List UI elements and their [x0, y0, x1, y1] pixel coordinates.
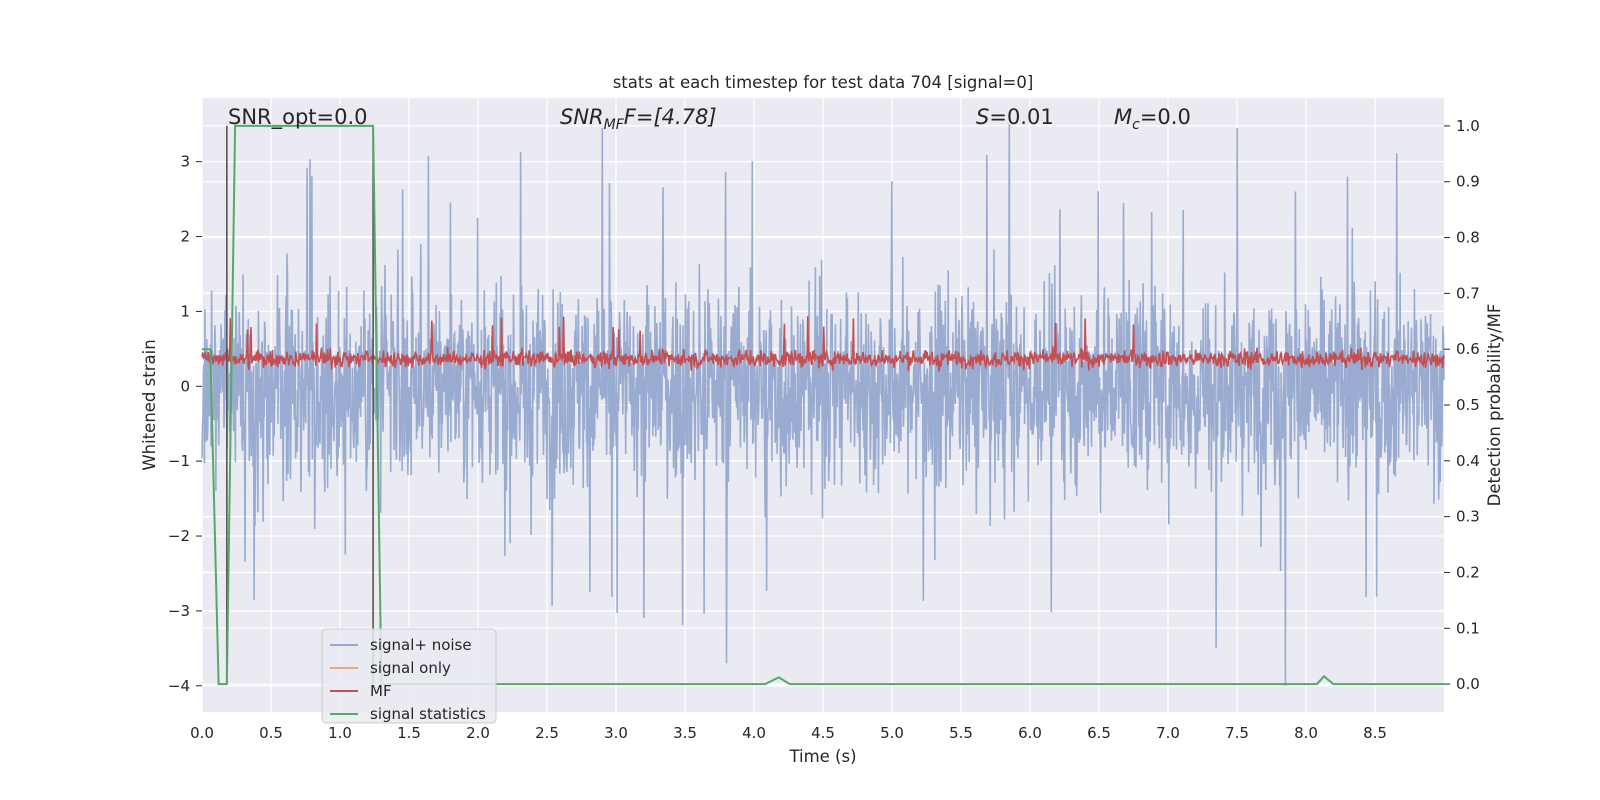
- y2-tick-label: 0.2: [1456, 563, 1480, 581]
- x-tick-label: 6.5: [1087, 724, 1111, 742]
- x-tick-label: 4.0: [742, 724, 766, 742]
- s-name: S: [976, 105, 989, 129]
- annotation-snr-mf: SNRMFF=[4.78]: [560, 105, 717, 133]
- annotation-snr-opt: SNR_opt=0.0: [228, 105, 368, 130]
- y2-tick-label: 0.9: [1456, 173, 1480, 191]
- legend: signal+ noise signal only MF signal statist…: [321, 628, 497, 724]
- x-tick-label: 0.5: [259, 724, 283, 742]
- x-tick-label: 6.0: [1018, 724, 1042, 742]
- x-tick-label: 7.5: [1225, 724, 1249, 742]
- mc-name: M: [1114, 105, 1132, 129]
- y2-tick-label: 0.6: [1456, 340, 1480, 358]
- y2-tick-label: 1.0: [1456, 117, 1480, 135]
- y2-tick-label: 0.5: [1456, 396, 1480, 414]
- y-tick-label: 3: [180, 153, 190, 171]
- x-tick-label: 5.0: [880, 724, 904, 742]
- series-line-mf: [201, 316, 1445, 372]
- x-tick-label: 3.0: [604, 724, 628, 742]
- x-tick-label: 2.5: [535, 724, 559, 742]
- x-tick-label: 1.0: [328, 724, 352, 742]
- mc-sub: c: [1132, 117, 1140, 133]
- legend-label: signal statistics: [370, 705, 486, 723]
- snr-mf-tail: F=[4.78]: [624, 105, 717, 129]
- x-tick-label: 8.0: [1294, 724, 1318, 742]
- y2-tick-label: 0.7: [1456, 284, 1480, 302]
- y-tick-label: −4: [168, 677, 190, 695]
- x-tick-label: 2.0: [466, 724, 490, 742]
- y-tick-labels: −4 −3 −2 −1 0 1 2 3: [168, 153, 202, 695]
- x-tick-labels: 0.0 0.5 1.0 1.5 2.0 2.5 3.0 3.5 4.0 4.5 5.0 5.5 6.0 6…: [190, 724, 1387, 742]
- annotation-s: S=0.01: [976, 105, 1054, 129]
- x-tick-label: 4.5: [811, 724, 835, 742]
- y2-tick-label: 0.1: [1456, 619, 1480, 637]
- y-tick-label: −1: [168, 452, 190, 470]
- y-tick-label: 0: [180, 377, 190, 395]
- y2-tick-label: 0.8: [1456, 229, 1480, 247]
- annotation-mc: Mc=0.0: [1114, 105, 1191, 133]
- x-tick-label: 5.5: [949, 724, 973, 742]
- snr-mf-sub: MF: [604, 117, 625, 133]
- x-tick-label: 0.0: [190, 724, 214, 742]
- y-tick-label: 1: [180, 302, 190, 320]
- chart-title: stats at each timestep for test data 704…: [613, 73, 1034, 92]
- legend-label: signal+ noise: [370, 636, 472, 654]
- y-axis-label: Whitened strain: [140, 339, 159, 470]
- x-tick-label: 1.5: [397, 724, 421, 742]
- x-tick-label: 7.0: [1156, 724, 1180, 742]
- y2-tick-labels: 0.0 0.1 0.2 0.3 0.4 0.5 0.6 0.7 0.8 0.9 1.0: [1444, 117, 1480, 693]
- y2-tick-label: 0.0: [1456, 675, 1480, 693]
- y2-axis-label: Detection probability/MF: [1485, 304, 1504, 507]
- y2-tick-label: 0.3: [1456, 508, 1480, 526]
- legend-label: signal only: [370, 659, 451, 677]
- x-axis-label: Time (s): [788, 747, 856, 766]
- y-tick-label: −2: [168, 527, 190, 545]
- y-tick-label: −3: [168, 602, 190, 620]
- snr-mf-tail-italic: F=[4.78]: [624, 105, 717, 129]
- y-tick-label: 2: [180, 228, 190, 246]
- x-tick-label: 3.5: [673, 724, 697, 742]
- legend-label: MF: [370, 682, 392, 700]
- mc-value: =0.0: [1140, 105, 1191, 129]
- snr-mf-name: SNR: [560, 105, 604, 129]
- series-line-signal-noise: [201, 124, 1445, 686]
- legend-box: [321, 628, 497, 724]
- y2-tick-label: 0.4: [1456, 452, 1480, 470]
- x-tick-label: 8.5: [1363, 724, 1387, 742]
- s-value: =0.01: [989, 105, 1053, 129]
